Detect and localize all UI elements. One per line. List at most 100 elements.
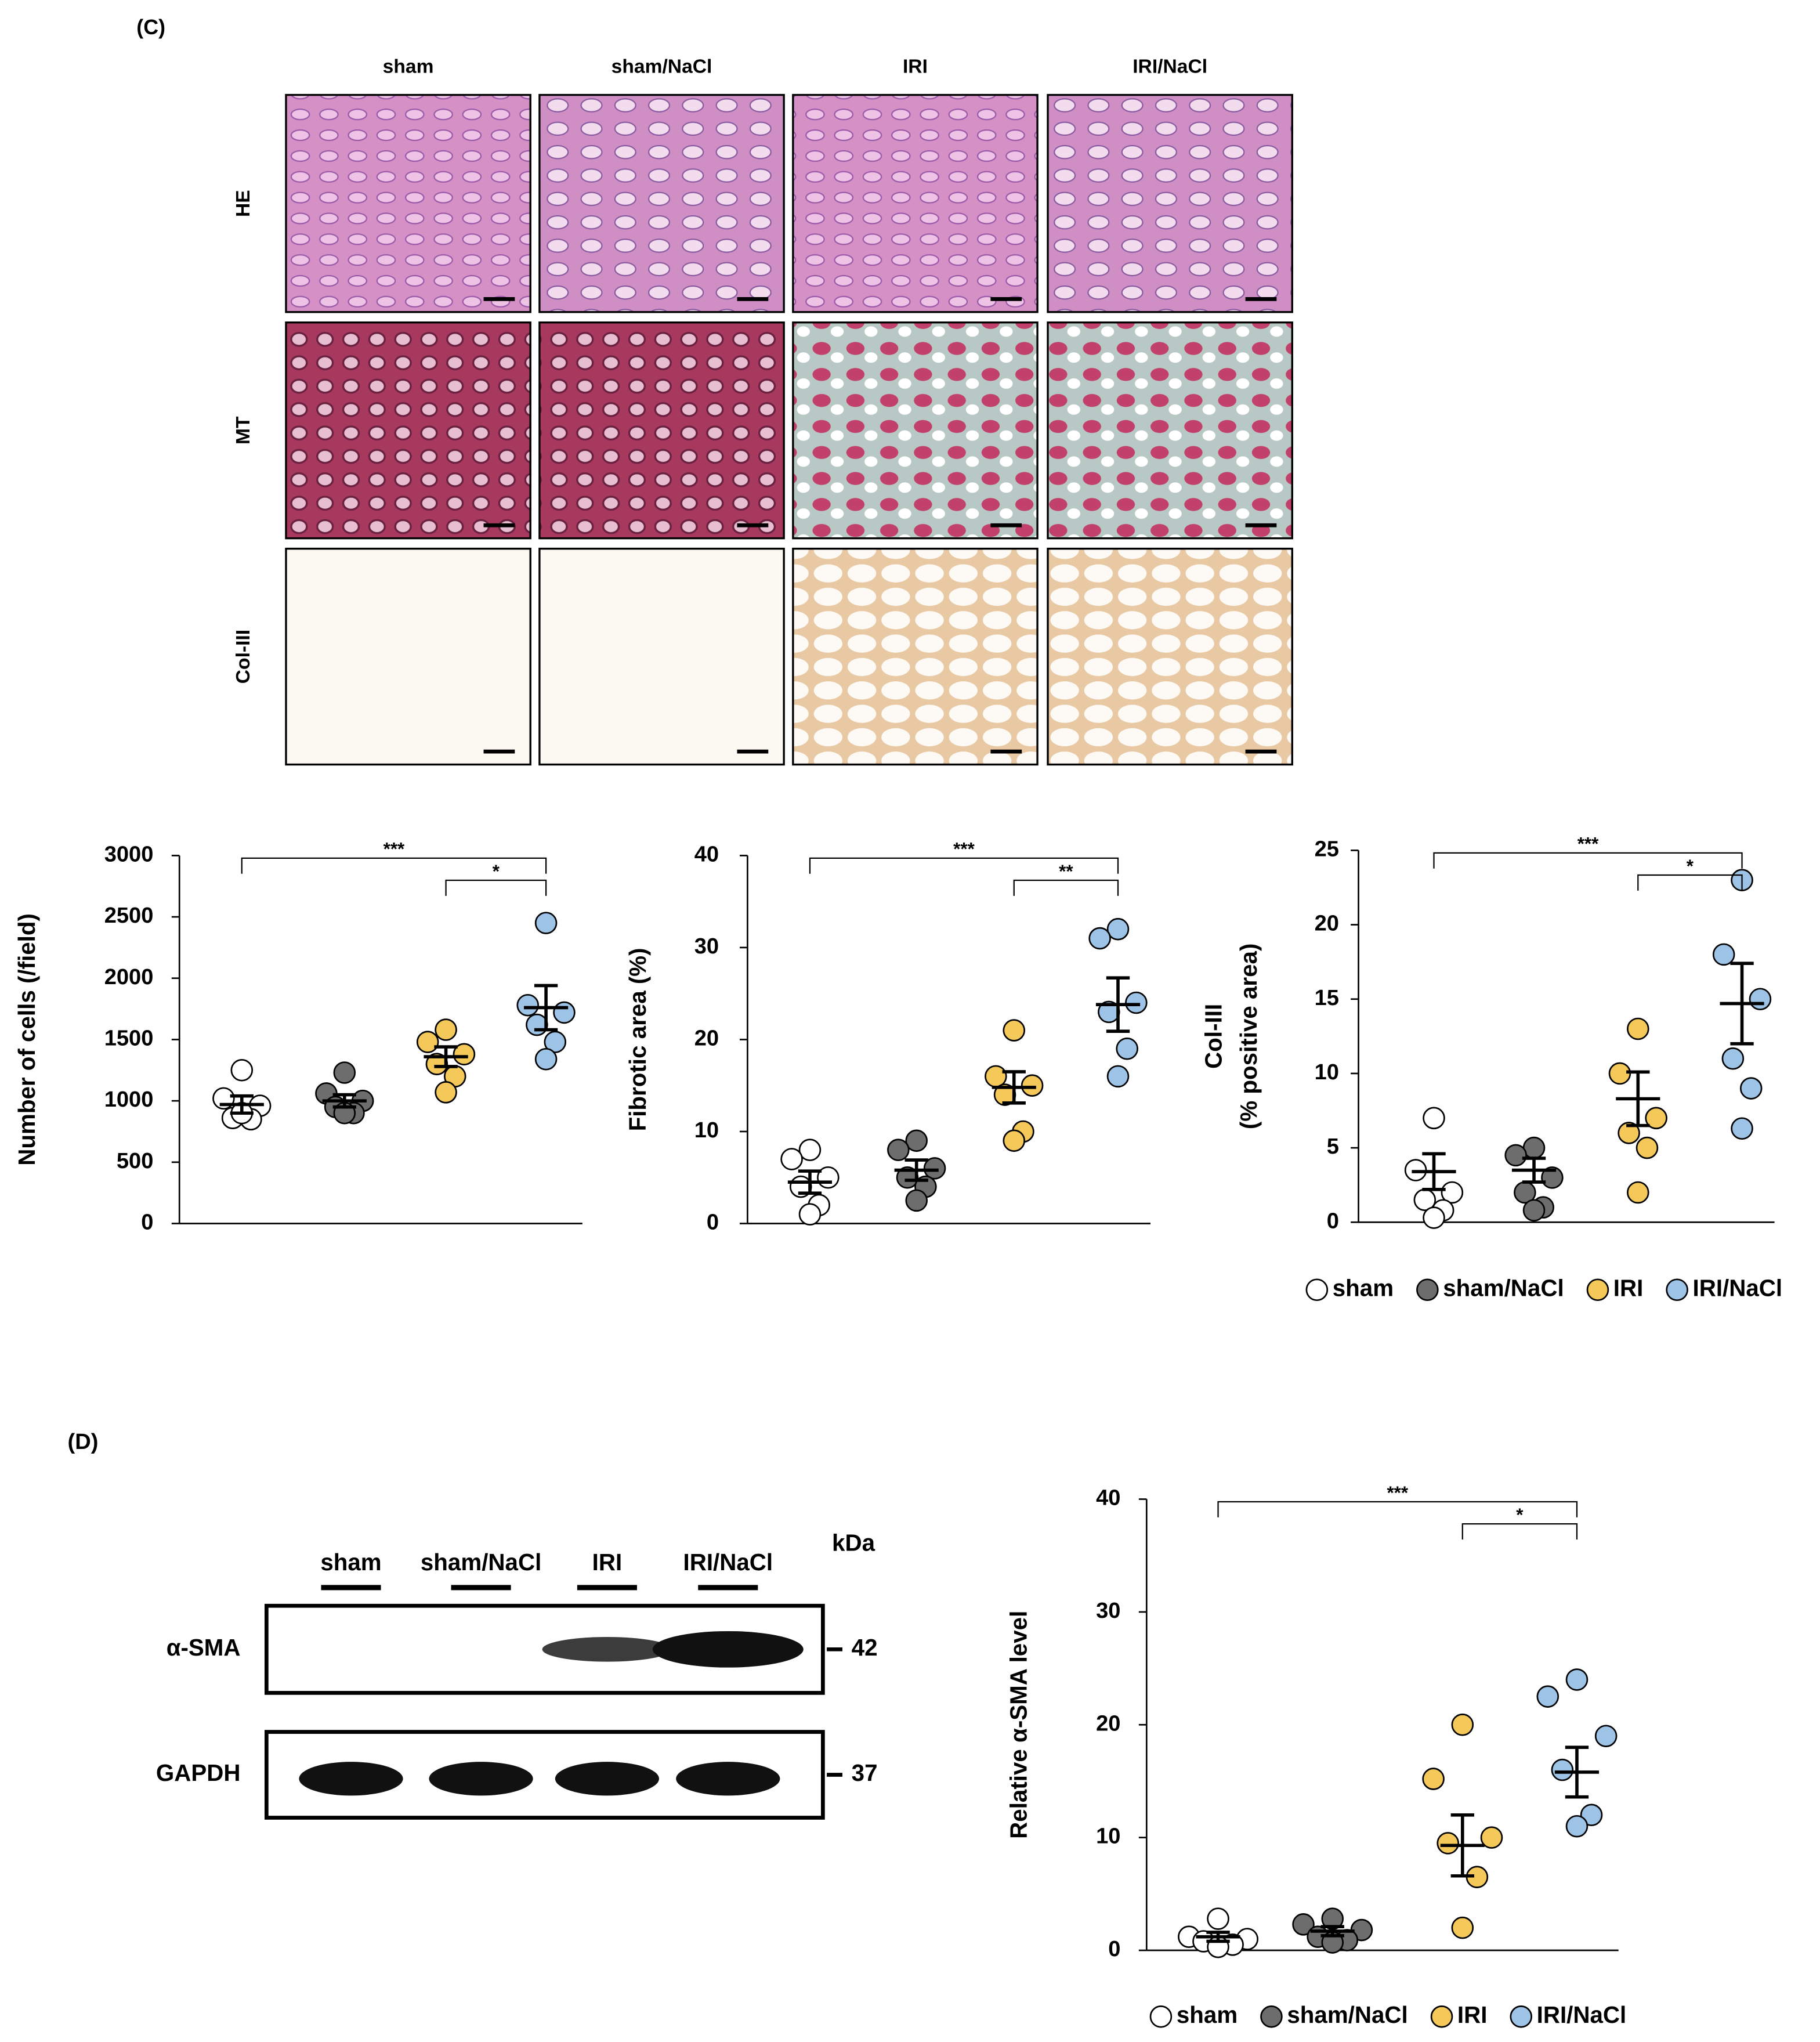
data-point <box>534 1047 558 1071</box>
row-label: HE <box>233 190 254 217</box>
y-tick-label: 0 <box>707 1210 719 1235</box>
data-point <box>435 1081 457 1104</box>
data-point <box>1522 1199 1546 1222</box>
micrograph <box>1047 321 1293 540</box>
y-axis-label: Number of cells (/field) <box>13 913 40 1166</box>
data-point <box>1423 1206 1445 1229</box>
y-tick-label: 20 <box>1315 912 1339 936</box>
y-axis-label: Fibrotic area (%) <box>624 948 651 1131</box>
column-header: sham/NaCl <box>612 56 712 77</box>
blot-band <box>555 1762 660 1796</box>
y-axis-label: Relative α-SMA level <box>1005 1611 1032 1839</box>
data-point <box>985 1065 1007 1088</box>
data-point <box>1627 1181 1649 1204</box>
lane-label: sham/NaCl <box>421 1549 541 1575</box>
y-tick-label: 15 <box>1315 986 1339 1010</box>
micrograph <box>538 547 785 766</box>
column-header: sham <box>383 56 434 77</box>
data-point <box>1721 1047 1745 1070</box>
data-point <box>905 1129 928 1152</box>
legend-label: IRI <box>1613 1274 1644 1301</box>
micrograph <box>1047 547 1293 766</box>
data-point <box>435 1018 457 1041</box>
significance-bracket <box>809 857 1119 874</box>
blot-band <box>652 1631 804 1668</box>
significance-bracket <box>1013 879 1119 896</box>
legend-marker <box>1586 1278 1609 1302</box>
data-point <box>1712 943 1735 966</box>
data-point <box>780 1148 803 1170</box>
significance-label: *** <box>383 839 405 859</box>
legend-marker <box>1666 1278 1688 1302</box>
y-tick-label: 30 <box>1096 1599 1120 1623</box>
data-point <box>453 1043 476 1066</box>
significance-bracket <box>1461 1523 1578 1539</box>
column-header: IRI <box>903 56 928 77</box>
data-point <box>798 1203 822 1226</box>
legend-marker <box>1305 1278 1329 1302</box>
data-point <box>1594 1725 1618 1747</box>
data-point <box>1106 917 1130 941</box>
data-point <box>1441 1181 1464 1204</box>
significance-label: ** <box>1059 861 1073 881</box>
data-point <box>1565 1815 1589 1838</box>
data-point <box>923 1157 946 1180</box>
data-point <box>1618 1122 1640 1144</box>
lane-label: sham <box>320 1549 381 1575</box>
data-point <box>1739 1077 1763 1100</box>
data-point <box>553 1001 576 1024</box>
y-tick-label: 10 <box>1315 1060 1339 1085</box>
micrograph <box>1047 93 1293 313</box>
significance-bracket <box>445 879 547 896</box>
column-header: IRI/NaCl <box>1132 56 1207 77</box>
data-point <box>1423 1107 1445 1130</box>
y-tick-label: 10 <box>694 1118 719 1143</box>
y-tick-label: 0 <box>141 1210 153 1235</box>
data-point <box>544 1031 567 1053</box>
significance-label: *** <box>1577 834 1599 854</box>
unit-label: kDa <box>832 1530 875 1556</box>
micrograph <box>792 547 1039 766</box>
data-point <box>1636 1136 1659 1159</box>
data-point <box>333 1061 356 1084</box>
data-point <box>1731 1117 1753 1140</box>
micrograph <box>792 321 1039 540</box>
legend-marker <box>1430 2005 1453 2028</box>
legend-label: IRI <box>1457 2001 1488 2028</box>
micrograph <box>538 93 785 313</box>
legend-marker <box>1416 1278 1439 1302</box>
data-point <box>1125 991 1148 1014</box>
y-tick-label: 0 <box>1108 1937 1120 1961</box>
data-point <box>1451 1714 1474 1736</box>
protein-label: GAPDH <box>156 1759 241 1786</box>
y-tick-label: 20 <box>694 1026 719 1050</box>
micrograph <box>792 93 1039 313</box>
data-point <box>516 993 540 1017</box>
row-label: MT <box>233 416 254 444</box>
blot-band <box>542 1637 672 1662</box>
data-point <box>1422 1768 1445 1790</box>
data-point <box>1116 1038 1138 1060</box>
legend-label: sham/NaCl <box>1287 2001 1407 2028</box>
micrograph <box>285 93 531 313</box>
y-tick-label: 2500 <box>104 903 154 928</box>
legend-marker <box>1510 2005 1533 2028</box>
data-point <box>887 1139 910 1161</box>
significance-bracket <box>1433 852 1743 869</box>
micrograph <box>538 321 785 540</box>
y-tick-label: 3000 <box>104 842 154 866</box>
panel-label: (D) <box>68 1430 99 1454</box>
significance-bracket <box>1637 874 1743 891</box>
legend-label: sham <box>1177 2001 1238 2028</box>
data-point <box>1003 1019 1026 1042</box>
significance-label: * <box>1687 856 1694 876</box>
marker-size: 37 <box>852 1759 878 1786</box>
legend-marker <box>1260 2005 1283 2028</box>
data-point <box>1021 1074 1044 1097</box>
y-tick-label: 0 <box>1327 1209 1339 1233</box>
row-label: Col-III <box>233 630 254 684</box>
y-tick-label: 40 <box>1096 1486 1120 1510</box>
data-point <box>534 912 558 934</box>
data-point <box>1292 1913 1315 1936</box>
